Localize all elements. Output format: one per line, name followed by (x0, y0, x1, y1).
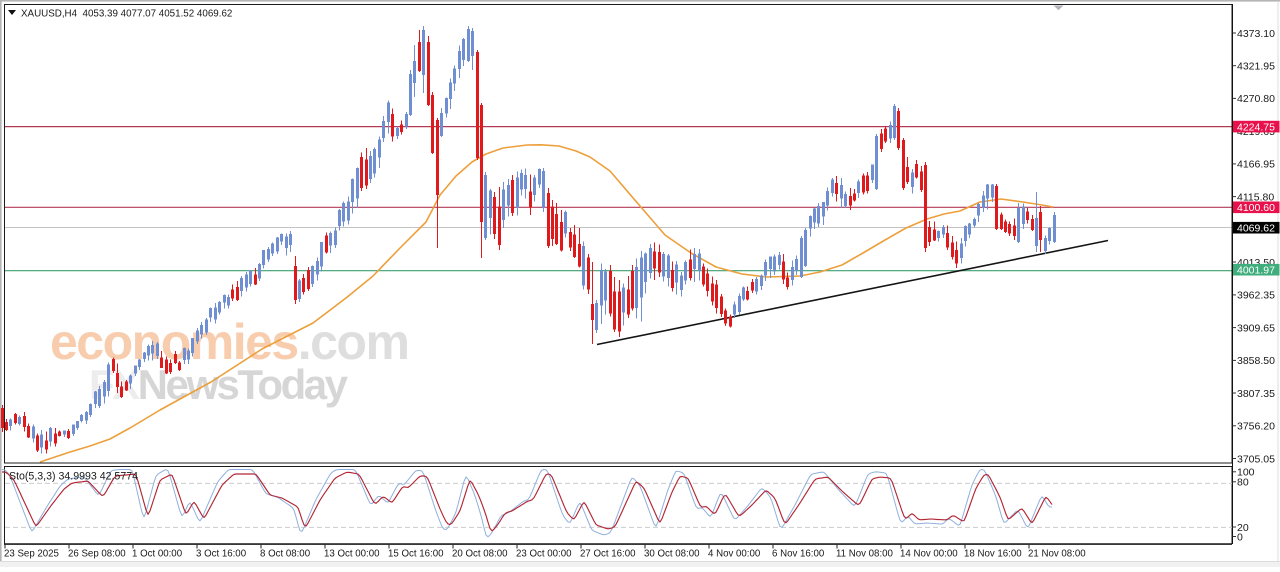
svg-text:4373.10: 4373.10 (1237, 28, 1275, 40)
svg-text:18 Nov 16:00: 18 Nov 16:00 (964, 549, 1022, 560)
svg-text:100: 100 (1237, 467, 1255, 479)
svg-text:4166.95: 4166.95 (1237, 159, 1275, 171)
svg-text:1 Oct 00:00: 1 Oct 00:00 (132, 549, 183, 560)
svg-text:11 Nov 08:00: 11 Nov 08:00 (836, 549, 894, 560)
svg-text:4 Nov 00:00: 4 Nov 00:00 (708, 549, 761, 560)
svg-text:0: 0 (1237, 531, 1243, 543)
svg-text:3858.50: 3858.50 (1237, 355, 1275, 367)
svg-text:3909.65: 3909.65 (1237, 322, 1275, 334)
svg-text:27 Oct 16:00: 27 Oct 16:00 (580, 549, 636, 560)
svg-text:FXNewsToday: FXNewsToday (89, 361, 349, 408)
svg-text:3756.20: 3756.20 (1237, 421, 1275, 433)
svg-text:23 Oct 00:00: 23 Oct 00:00 (516, 549, 572, 560)
svg-text:XAUUSD,H4 4053.39 4077.07 405: XAUUSD,H4 4053.39 4077.07 4051.52 4069.6… (21, 9, 232, 20)
svg-text:4001.97: 4001.97 (1237, 265, 1275, 277)
svg-text:30 Oct 08:00: 30 Oct 08:00 (644, 549, 700, 560)
svg-text:4115.80: 4115.80 (1237, 191, 1274, 203)
svg-text:3807.35: 3807.35 (1237, 388, 1275, 400)
svg-text:80: 80 (1237, 477, 1249, 489)
svg-text:13 Oct 00:00: 13 Oct 00:00 (324, 549, 380, 560)
svg-text:6 Nov 16:00: 6 Nov 16:00 (772, 549, 825, 560)
svg-text:8 Oct 08:00: 8 Oct 08:00 (260, 549, 311, 560)
svg-text:4270.80: 4270.80 (1237, 93, 1275, 105)
svg-text:4224.75: 4224.75 (1237, 121, 1275, 133)
svg-text:20: 20 (1237, 522, 1249, 534)
svg-text:4069.62: 4069.62 (1237, 223, 1275, 235)
svg-text:4100.60: 4100.60 (1237, 202, 1275, 214)
svg-text:3705.05: 3705.05 (1237, 453, 1275, 465)
svg-text:4321.95: 4321.95 (1237, 61, 1275, 73)
svg-text:economies.com: economies.com (50, 314, 408, 370)
svg-text:26 Sep 08:00: 26 Sep 08:00 (68, 549, 126, 560)
svg-text:23 Sep 2025: 23 Sep 2025 (4, 549, 59, 560)
svg-text:15 Oct 16:00: 15 Oct 16:00 (388, 549, 444, 560)
svg-text:20 Oct 08:00: 20 Oct 08:00 (452, 549, 508, 560)
svg-text:3962.35: 3962.35 (1237, 290, 1275, 302)
svg-text:14 Nov 00:00: 14 Nov 00:00 (900, 549, 958, 560)
svg-text:3 Oct 16:00: 3 Oct 16:00 (196, 549, 247, 560)
svg-text:Sto(5,3,3) 34.9993 42.5774: Sto(5,3,3) 34.9993 42.5774 (9, 471, 138, 483)
svg-text:21 Nov 08:00: 21 Nov 08:00 (1028, 549, 1086, 560)
